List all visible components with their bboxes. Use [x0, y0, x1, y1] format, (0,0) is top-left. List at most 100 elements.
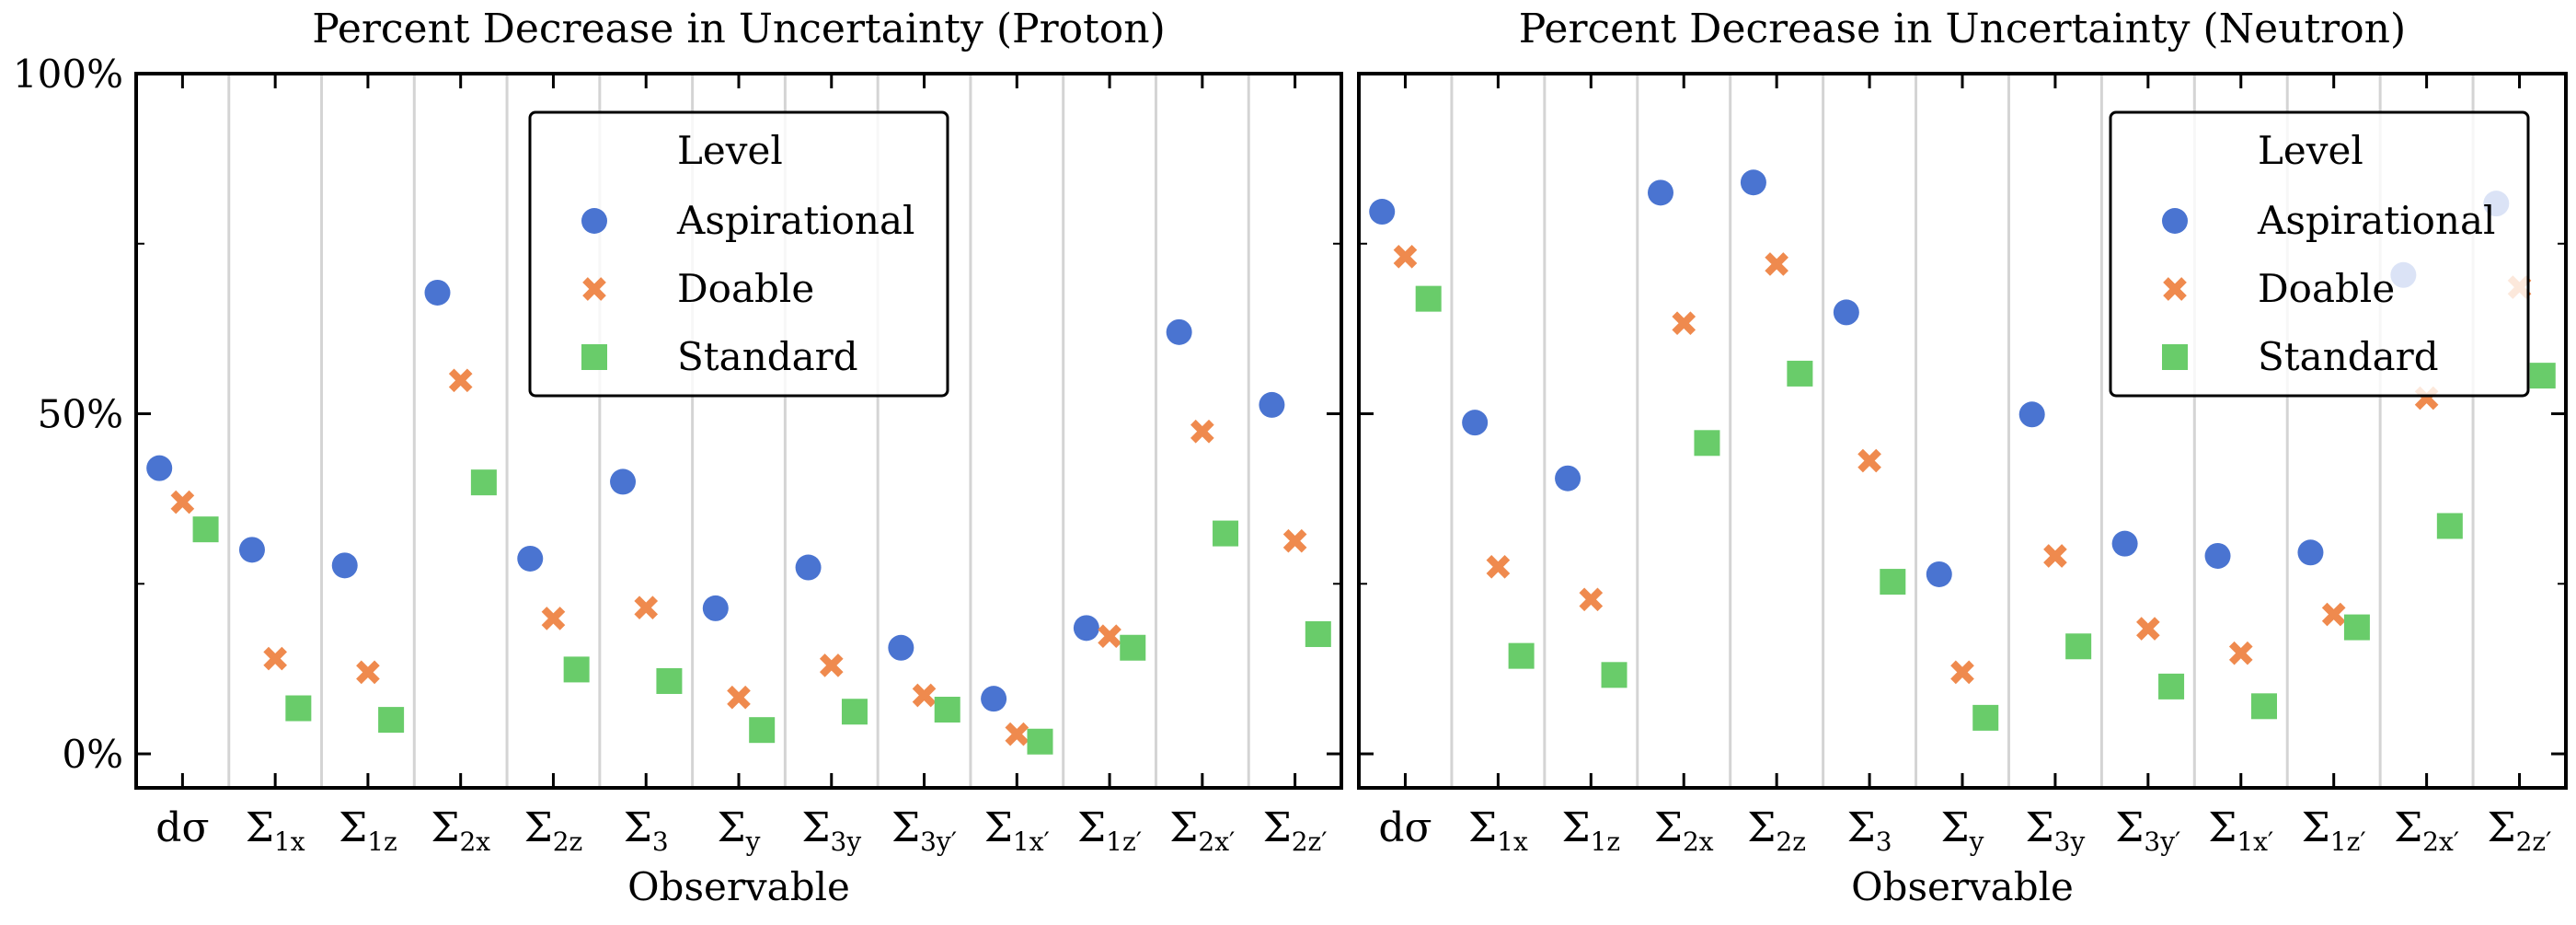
data-point-doable [541, 607, 566, 630]
x-tick-label-main: Σ [2026, 804, 2054, 851]
x-tick-label: Σ2z′ [1263, 804, 1328, 857]
legend-box [528, 110, 949, 398]
data-point-standard [1787, 360, 1813, 387]
x-tick-label-sub: 1x′ [1013, 827, 1050, 857]
legend-marker-aspirational [2162, 208, 2188, 234]
x-tick-label-main: Σ [2302, 804, 2330, 851]
x-tick-label-sub: 2z [553, 827, 583, 857]
legend-box [2109, 110, 2530, 398]
x-tick-label: Σ1z [1561, 804, 1620, 857]
data-point-doable [2136, 617, 2160, 641]
x-tick-label: Σ2z [524, 804, 583, 857]
chart-panel-proton: Percent Decrease in Uncertainty (Proton)… [13, 6, 1343, 909]
legend-title: Level [2258, 128, 2363, 173]
legend-marker-doable [2163, 277, 2187, 301]
data-point-doable [634, 595, 659, 619]
data-point-standard [1415, 285, 1442, 312]
data-point-aspirational [1369, 199, 1396, 225]
legend-entry-standard: Standard [2258, 334, 2439, 379]
x-tick-label: Σ3y′ [2115, 804, 2180, 857]
data-point-aspirational [146, 455, 173, 481]
x-tick-label: Σ1z′ [2302, 804, 2366, 857]
x-tick-label-sub: 3 [1876, 827, 1892, 857]
x-tick-label-sub: 1x [1497, 827, 1528, 857]
data-point-standard [378, 707, 405, 734]
data-point-aspirational [981, 686, 1007, 712]
legend-entry-standard: Standard [677, 334, 858, 379]
data-point-standard [2158, 673, 2185, 700]
legend: Level Aspirational Doable Standard [2109, 110, 2530, 398]
data-point-aspirational [238, 537, 265, 563]
data-point-doable [1282, 528, 1307, 553]
x-tick-label: Σ3 [624, 804, 669, 857]
x-tick-label: Σy [718, 804, 761, 857]
data-point-standard [749, 717, 776, 744]
data-point-doable [2043, 544, 2067, 568]
x-tick-label: Σ3y′ [891, 804, 957, 857]
data-point-aspirational [610, 468, 637, 495]
x-tick-label-main: Σ [1077, 804, 1106, 851]
x-tick-label: Σ2x′ [1169, 804, 1235, 857]
data-point-aspirational [1462, 410, 1489, 436]
data-point-standard [656, 667, 683, 694]
x-tick-label-main: Σ [246, 804, 274, 851]
data-point-doable [1098, 624, 1121, 649]
x-tick-label: Σ1z [339, 804, 397, 857]
data-point-standard [1694, 430, 1720, 457]
chart-title: Percent Decrease in Uncertainty (Proton) [312, 6, 1166, 52]
data-point-standard [1972, 704, 1999, 731]
x-tick-label: Σ1x′ [984, 804, 1050, 857]
data-point-standard [1601, 662, 1627, 688]
x-tick-label: Σ3y [801, 804, 861, 857]
x-tick-label: Σ1x′ [2208, 804, 2273, 857]
x-tick-label-main: Σ [1169, 804, 1198, 851]
x-tick-label: Σ3y [2026, 804, 2086, 857]
y-tick-label: 100% [13, 52, 123, 97]
x-tick-label-main: Σ [1847, 804, 1876, 851]
data-point-standard [1213, 520, 1239, 547]
x-tick-label-main: Σ [801, 804, 830, 851]
data-point-aspirational [1740, 169, 1766, 196]
x-tick-label-sub: 2z [1776, 827, 1806, 857]
series-standard [192, 469, 1331, 755]
data-point-standard [2529, 363, 2556, 389]
data-point-aspirational [1073, 615, 1099, 642]
x-tick-label: Σ3 [1847, 804, 1892, 857]
legend: Level Aspirational Doable Standard [528, 110, 949, 398]
x-tick-label: Σ1x [1468, 804, 1528, 857]
data-point-standard [841, 699, 868, 725]
data-point-aspirational [2111, 530, 2138, 557]
x-tick-label-main: Σ [718, 804, 746, 851]
data-point-doable [1857, 448, 1881, 473]
x-tick-label-main: Σ [524, 804, 553, 851]
data-point-standard [2251, 693, 2277, 720]
x-tick-label: Σ1x [246, 804, 305, 857]
data-point-doable [1190, 419, 1214, 444]
data-point-doable [2321, 602, 2346, 627]
data-point-doable [1579, 587, 1604, 612]
data-point-doable [2228, 641, 2253, 665]
data-point-standard [934, 697, 960, 723]
x-tick-label-sub: 2x [459, 827, 490, 857]
data-point-aspirational [1259, 391, 1285, 418]
data-point-aspirational [2018, 401, 2045, 428]
legend-title: Level [677, 128, 783, 173]
data-point-aspirational [795, 554, 822, 581]
data-point-doable [1005, 722, 1029, 746]
x-tick-label-sub: 2x′ [1198, 827, 1235, 857]
data-point-aspirational [424, 279, 451, 306]
x-tick-label-main: Σ [2208, 804, 2237, 851]
x-tick-label-sub: 3 [652, 827, 669, 857]
data-point-standard [1027, 728, 1053, 755]
chart-panel-neutron: Percent Decrease in Uncertainty (Neutron… [1357, 6, 2568, 909]
y-tick-label: 50% [38, 392, 123, 437]
data-point-aspirational [702, 595, 729, 621]
data-point-standard [1120, 634, 1146, 661]
data-point-standard [2065, 633, 2092, 660]
legend-marker-standard [2162, 344, 2188, 370]
x-tick-label-sub: 1z [367, 827, 397, 857]
legend-marker-aspirational [581, 208, 607, 234]
data-point-aspirational [1833, 299, 1859, 326]
data-point-aspirational [1555, 465, 1581, 491]
